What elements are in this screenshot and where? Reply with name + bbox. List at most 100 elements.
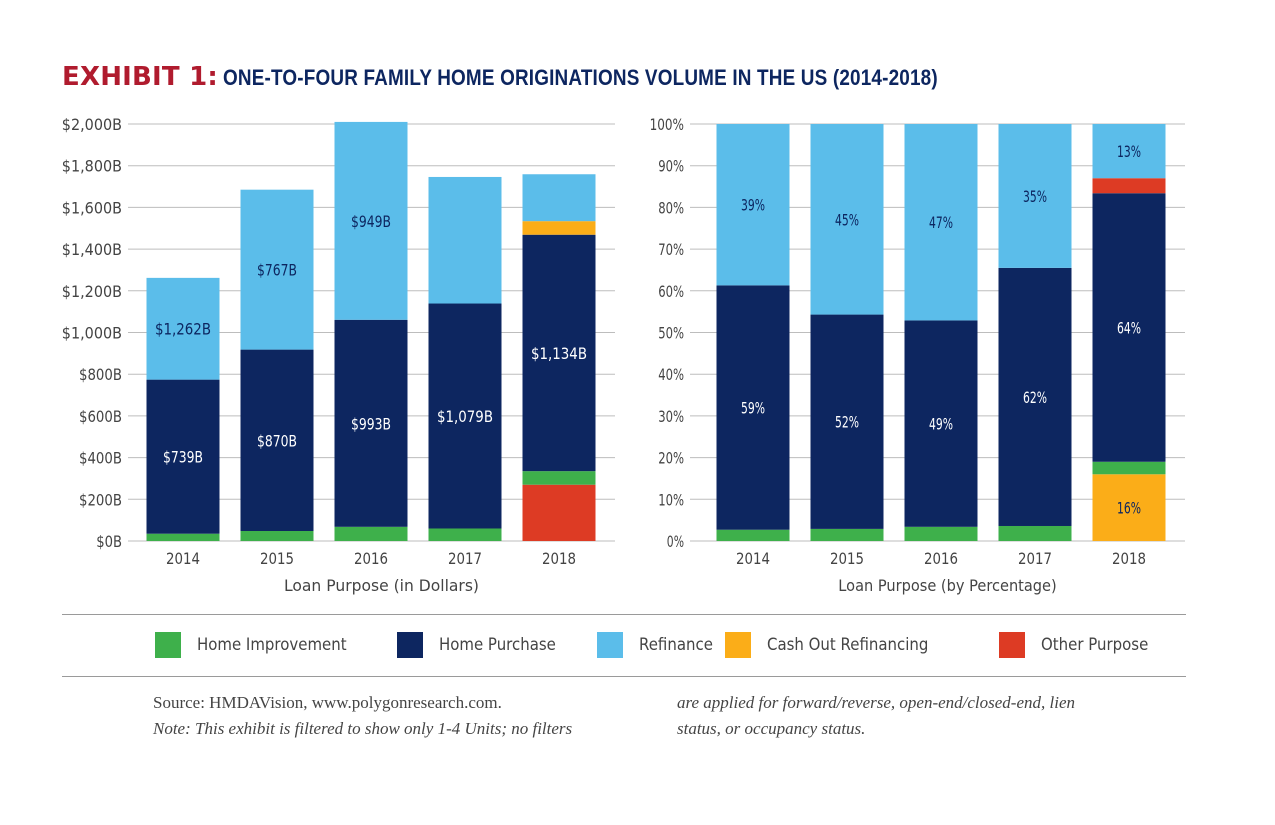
y-tick-label: 30% <box>658 407 684 426</box>
y-tick-label: 20% <box>658 449 684 468</box>
bar-home-improvement-2015 <box>240 530 314 541</box>
bar-home-purchase-2017 <box>998 267 1072 526</box>
bar-refinance-2018 <box>522 174 596 222</box>
y-tick-label: 90% <box>658 157 684 176</box>
bar-refinance-2016 <box>334 121 408 320</box>
x-tick-label: 2018 <box>542 549 576 568</box>
y-tick-label: $0B <box>96 532 122 551</box>
data-label: $739B <box>163 448 203 467</box>
bar-home-purchase-2016 <box>334 319 408 527</box>
legend-label: Home Purchase <box>439 635 556 655</box>
y-tick-label: $1,000B <box>62 324 122 343</box>
charts-area: $0B $200B $400B $600B $800B $1,000B $1,200B $1,… <box>62 115 1185 595</box>
legend-item-refinance: Refinance <box>597 632 723 658</box>
bar-cash-out-refinancing-2018 <box>1092 474 1166 541</box>
chart-title: EXHIBIT 1: ONE-TO-FOUR FAMILY HOME ORIGI… <box>62 62 1054 92</box>
y-tick-label: 60% <box>658 282 684 301</box>
data-label: 35% <box>1023 187 1047 206</box>
data-label: 39% <box>741 196 765 215</box>
legend-item-other-purpose: Other Purpose <box>999 632 1163 658</box>
bar-home-purchase-2017 <box>428 303 502 529</box>
data-label: $1,134B <box>531 344 587 363</box>
legend-label: Cash Out Refinancing <box>767 635 929 655</box>
chart-2: 0% 10% 20% 30% 40% 50% 60% 70% 80% 90% 100% 59% 39% 2… <box>650 115 1185 595</box>
y-tick-label: $1,800B <box>62 157 122 176</box>
y-tick-label: 10% <box>658 490 684 509</box>
y-tick-label: 40% <box>658 365 684 384</box>
y-tick-label: $800B <box>79 365 122 384</box>
x-tick-label: 2015 <box>830 549 864 568</box>
y-tick-label: $600B <box>79 407 122 426</box>
x-tick-label: 2017 <box>1018 549 1052 568</box>
legend-swatch <box>155 632 181 658</box>
bar-home-improvement-2018 <box>1092 461 1166 475</box>
bar-refinance-2016 <box>904 124 978 321</box>
chart-1: $0B $200B $400B $600B $800B $1,000B $1,200B $1,… <box>62 115 615 595</box>
data-label: 13% <box>1117 142 1141 161</box>
notes-left: Source: HMDAVision, www.polygonresearch.… <box>153 690 572 742</box>
y-tick-label: $400B <box>79 449 122 468</box>
data-label: $870B <box>257 431 297 450</box>
filter-note-part1: Note: This exhibit is filtered to show o… <box>153 719 573 738</box>
legend-top-rule <box>62 614 1186 615</box>
bar-refinance-2014 <box>716 124 790 286</box>
legend-swatch <box>397 632 423 658</box>
bar-home-purchase-2014 <box>146 379 220 534</box>
data-label: 49% <box>929 415 953 434</box>
x-axis-title: Loan Purpose (by Percentage) <box>838 576 1056 595</box>
exhibit-label: EXHIBIT 1: <box>62 62 219 92</box>
y-tick-label: $200B <box>79 490 122 509</box>
bar-home-improvement-2017 <box>998 525 1072 541</box>
data-label: 59% <box>741 399 765 418</box>
x-tick-label: 2015 <box>260 549 294 568</box>
x-axis-title: Loan Purpose (in Dollars) <box>284 576 479 595</box>
bar-home-purchase-2014 <box>716 285 790 530</box>
filter-note-part2-line1: are applied for forward/reverse, open-en… <box>677 693 1075 712</box>
legend-swatch <box>999 632 1025 658</box>
y-tick-label: $1,400B <box>62 240 122 259</box>
data-label: $1,262B <box>155 320 211 339</box>
y-tick-label: $1,600B <box>62 198 122 217</box>
y-tick-label: 80% <box>658 198 684 217</box>
x-tick-label: 2018 <box>1112 549 1146 568</box>
filter-note-part2-line2: status, or occupancy status. <box>677 719 866 738</box>
x-tick-label: 2014 <box>736 549 770 568</box>
legend-item-home-improvement: Home Improvement <box>155 632 367 658</box>
x-tick-label: 2014 <box>166 549 200 568</box>
bar-home-improvement-2015 <box>810 528 884 541</box>
bar-other-purpose-2018 <box>522 484 596 541</box>
data-label: 45% <box>835 210 859 229</box>
bar-home-purchase-2015 <box>240 349 314 531</box>
bar-home-purchase-2018 <box>522 234 596 472</box>
data-label: 16% <box>1117 499 1141 518</box>
legend-label: Home Improvement <box>197 635 347 655</box>
y-tick-label: $1,200B <box>62 282 122 301</box>
bar-home-improvement-2014 <box>716 529 790 541</box>
bar-refinance-2014 <box>146 277 220 380</box>
title-text: ONE-TO-FOUR FAMILY HOME ORIGINATIONS VOL… <box>222 65 938 90</box>
source-note: Source: HMDAVision, www.polygonresearch.… <box>153 693 502 712</box>
bar-home-improvement-2017 <box>428 528 502 541</box>
y-tick-label: 0% <box>667 532 684 551</box>
legend-bottom-rule <box>62 676 1186 677</box>
notes-right: are applied for forward/reverse, open-en… <box>677 690 1075 742</box>
data-label: 52% <box>835 413 859 432</box>
bar-home-purchase-2015 <box>810 314 884 529</box>
data-label: $767B <box>257 261 297 280</box>
bar-refinance-2015 <box>240 189 314 350</box>
bar-home-improvement-2018 <box>522 471 596 485</box>
legend-label: Other Purpose <box>1041 635 1149 655</box>
bar-other-purpose-2018 <box>1092 178 1166 194</box>
data-label: 64% <box>1117 318 1141 337</box>
bar-refinance-2017 <box>428 176 502 304</box>
bar-home-purchase-2018 <box>1092 193 1166 462</box>
legend-item-home-purchase: Home Purchase <box>397 632 572 658</box>
bar-home-purchase-2016 <box>904 320 978 527</box>
bar-refinance-2018 <box>1092 124 1166 179</box>
bar-home-improvement-2016 <box>904 526 978 541</box>
y-tick-label: $2,000B <box>62 115 122 134</box>
y-tick-label: 50% <box>658 324 684 343</box>
bar-refinance-2017 <box>998 124 1072 268</box>
legend-label: Refinance <box>639 635 713 655</box>
bar-home-improvement-2014 <box>146 533 220 541</box>
